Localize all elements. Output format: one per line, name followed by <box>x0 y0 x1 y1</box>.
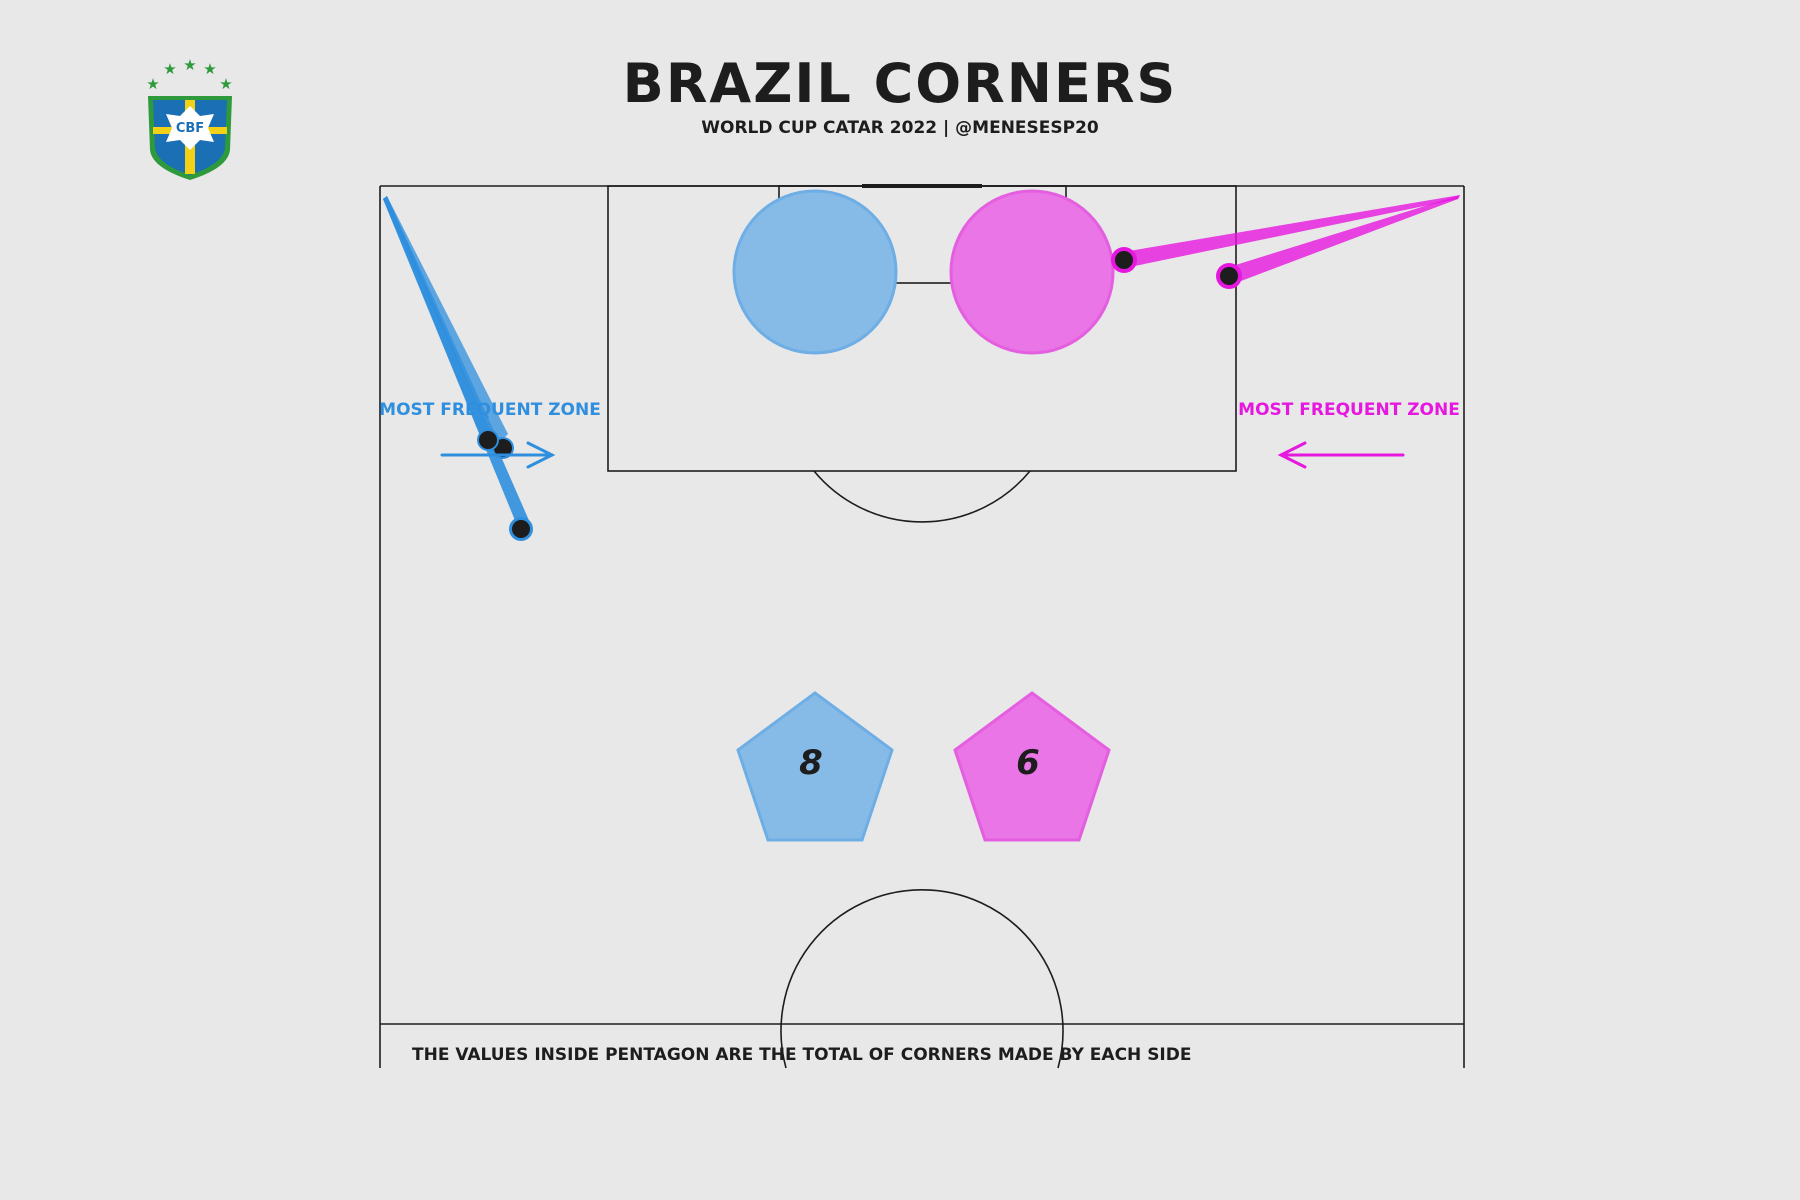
left-zone-label: MOST FREQUENT ZONE <box>379 400 601 420</box>
left-arrow <box>440 441 556 469</box>
right-corner-trajectory <box>1123 195 1460 268</box>
pitch-lines <box>379 184 1465 1069</box>
left-zone-circle <box>732 189 898 355</box>
svg-text:★: ★ <box>163 60 176 78</box>
chart-subtitle: WORLD CUP CATAR 2022 | @MENESESP20 <box>701 118 1099 138</box>
right-trajectories <box>1111 195 1460 289</box>
right-corner-end <box>1220 267 1238 285</box>
svg-text:★: ★ <box>203 60 216 78</box>
left-corner-end <box>479 431 497 449</box>
right-corner-end <box>1115 251 1133 269</box>
left-total-pentagon <box>736 691 894 842</box>
left-corner-trajectory <box>383 196 494 436</box>
left-corner-end <box>512 520 530 538</box>
left-corner-end <box>494 439 512 457</box>
right-arrow <box>1277 441 1405 469</box>
center-circle <box>780 889 1064 1069</box>
penalty-arc <box>813 470 1031 523</box>
right-zone-label: MOST FREQUENT ZONE <box>1238 400 1460 420</box>
left-total-value: 8 <box>799 743 823 783</box>
svg-text:★: ★ <box>146 75 159 93</box>
right-total-pentagon <box>953 691 1111 842</box>
chart-title: BRAZIL CORNERS <box>622 52 1178 115</box>
left-trajectories <box>383 196 533 541</box>
penalty-box <box>607 185 1237 472</box>
svg-text:★: ★ <box>219 75 232 93</box>
logo-stars: ★ ★ ★ ★ ★ <box>146 56 232 93</box>
svg-text:★: ★ <box>183 56 196 74</box>
right-zone-circle <box>949 189 1115 355</box>
footnote: THE VALUES INSIDE PENTAGON ARE THE TOTAL… <box>412 1045 1192 1065</box>
cbf-logo: ★ ★ ★ ★ ★ CBF <box>146 56 233 180</box>
logo-text: CBF <box>176 121 204 136</box>
right-total-value: 6 <box>1016 743 1040 783</box>
right-corner-trajectory <box>1226 195 1460 284</box>
